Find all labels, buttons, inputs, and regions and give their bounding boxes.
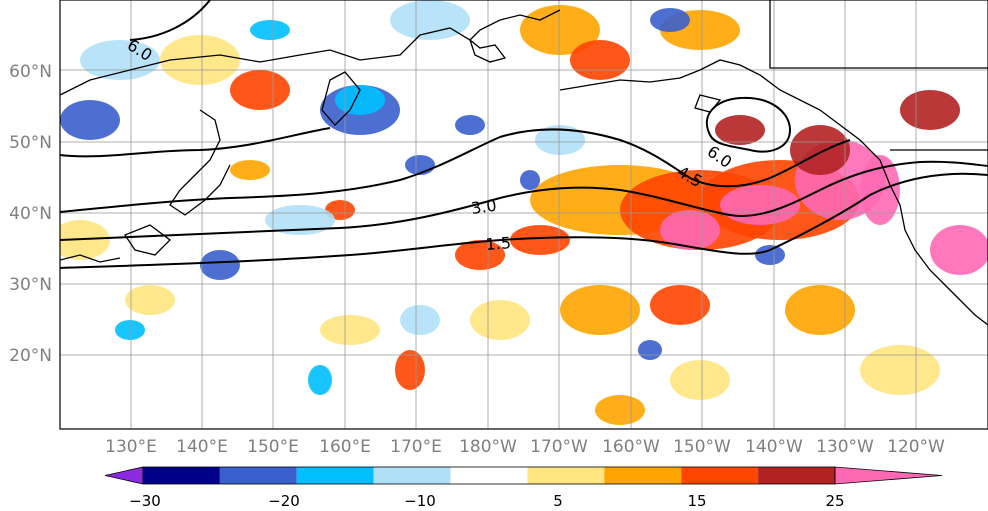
- anomaly-patch: [60, 100, 120, 140]
- lon-label: 160°E: [319, 437, 371, 457]
- colorbar-ticks: −30 −20 −10 5 15 25: [129, 492, 844, 510]
- lon-label: 120°W: [887, 437, 945, 457]
- lon-label: 130°E: [105, 437, 157, 457]
- lat-label: 20°N: [9, 346, 52, 366]
- anomaly-patch: [160, 35, 240, 85]
- colorbar-tick-label: 25: [825, 492, 844, 510]
- anomaly-patch: [510, 225, 570, 255]
- colorbar-segment: [219, 467, 297, 484]
- anomaly-patch: [638, 340, 662, 360]
- anomaly-patch: [535, 125, 585, 155]
- anomaly-patch: [455, 240, 505, 270]
- colorbar-tick-label: −10: [404, 492, 436, 510]
- colorbar-segment: [527, 467, 605, 484]
- anomaly-patch: [570, 40, 630, 80]
- anomaly-shading: [60, 0, 988, 425]
- anomaly-patch: [650, 285, 710, 325]
- colorbar-segment: [758, 467, 835, 484]
- anomaly-patch: [520, 5, 600, 55]
- anomaly-patch: [308, 365, 332, 395]
- anomaly-patch: [560, 285, 640, 335]
- gridlines: [60, 0, 988, 429]
- lat-label: 30°N: [9, 275, 52, 295]
- colorbar-frame: [142, 466, 836, 485]
- colorbar-segment: [143, 467, 220, 484]
- colorbar-segment: [450, 467, 528, 484]
- lon-label: 140°W: [745, 437, 803, 457]
- anomaly-patch: [930, 225, 988, 275]
- anomaly-patch: [520, 170, 540, 190]
- lat-label: 50°N: [9, 133, 52, 153]
- colorbar-tick-label: −30: [129, 492, 161, 510]
- lon-label: 150°W: [673, 437, 731, 457]
- anomaly-patch: [660, 210, 720, 250]
- lon-label: 180°W: [459, 437, 517, 457]
- colorbar: [104, 466, 943, 485]
- lon-label: 170°E: [390, 437, 442, 457]
- colorbar-segment: [373, 467, 451, 484]
- anomaly-patch: [785, 285, 855, 335]
- anomaly-patch: [265, 205, 335, 235]
- lon-label: 160°W: [602, 437, 660, 457]
- lon-label: 130°W: [816, 437, 874, 457]
- anomaly-patch: [755, 245, 785, 265]
- anomaly-patch: [250, 20, 290, 40]
- anomaly-patch: [115, 320, 145, 340]
- colorbar-extend-low: [104, 466, 144, 485]
- anomaly-patch: [470, 300, 530, 340]
- anomaly-patch: [400, 305, 440, 335]
- anomaly-patch: [405, 155, 435, 175]
- colorbar-segment: [681, 467, 759, 484]
- anomaly-patch: [60, 220, 110, 260]
- anomaly-patch: [390, 0, 470, 40]
- map-frame: [59, 0, 988, 430]
- anomaly-patch: [670, 360, 730, 400]
- longitude-axis: 130°E 140°E 150°E 160°E 170°E 180°W 170°W 160°W…: [105, 437, 945, 457]
- anomaly-patch: [715, 115, 765, 145]
- anomaly-patch: [200, 250, 240, 280]
- anomaly-patch: [230, 160, 270, 180]
- lon-label: 140°E: [176, 437, 228, 457]
- anomaly-patch: [900, 90, 960, 130]
- anomaly-patch: [790, 125, 850, 175]
- colorbar-tick-label: 15: [687, 492, 706, 510]
- lat-label: 40°N: [9, 204, 52, 224]
- anomaly-patch: [335, 85, 385, 115]
- latitude-axis: 60°N 50°N 40°N 30°N 20°N: [9, 62, 52, 366]
- colorbar-tick-label: −20: [268, 492, 300, 510]
- contour-label: 3.0: [470, 196, 498, 218]
- lon-label: 170°W: [530, 437, 588, 457]
- anomaly-patch: [455, 115, 485, 135]
- colorbar-segment: [296, 467, 374, 484]
- anomaly-patch: [320, 315, 380, 345]
- anomaly-patch: [125, 285, 175, 315]
- anomaly-patch: [650, 8, 690, 32]
- colorbar-extend-high: [834, 466, 943, 485]
- anomaly-patch: [395, 350, 425, 390]
- anomaly-patch: [860, 345, 940, 395]
- lon-label: 150°E: [247, 437, 299, 457]
- colorbar-tick-label: 5: [553, 492, 563, 510]
- lat-label: 60°N: [9, 62, 52, 82]
- contour-label: 1.5: [485, 233, 512, 254]
- coastlines: [60, 0, 988, 326]
- contour-lines: [60, 0, 988, 269]
- anomaly-patch: [595, 395, 645, 425]
- anomaly-patch: [230, 70, 290, 110]
- colorbar-segment: [604, 467, 682, 484]
